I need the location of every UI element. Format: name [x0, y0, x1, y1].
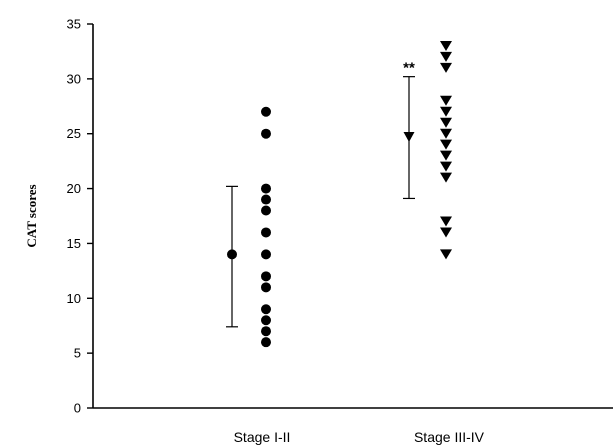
data-point	[440, 216, 452, 227]
data-point	[440, 139, 452, 150]
y-axis-ticks: 0 5 10 15 20 25 30 35	[67, 17, 93, 416]
data-point	[261, 282, 271, 293]
data-point	[440, 128, 452, 139]
significance-annotation: **	[403, 60, 415, 77]
category-label: Stage III-IV	[414, 429, 485, 445]
data-marks: **	[226, 40, 452, 348]
y-tick-label: 10	[67, 291, 81, 306]
data-point	[261, 128, 271, 139]
y-tick-label: 35	[67, 17, 81, 32]
y-axis-label: CAT scores	[24, 184, 39, 247]
data-point	[261, 304, 271, 315]
category-label: Stage I-II	[234, 429, 291, 445]
mean-marker	[227, 249, 237, 260]
data-point	[440, 95, 452, 106]
data-point	[440, 249, 452, 260]
data-point	[440, 172, 452, 183]
category-labels: Stage I-II Stage III-IV	[234, 429, 485, 445]
data-point	[440, 51, 452, 62]
data-point	[261, 249, 271, 260]
data-point	[261, 205, 271, 216]
data-point	[261, 106, 271, 117]
data-point	[440, 40, 452, 51]
data-point	[440, 150, 452, 161]
data-point	[440, 227, 452, 238]
data-point	[261, 337, 271, 348]
data-point	[261, 227, 271, 238]
y-tick-label: 20	[67, 181, 81, 196]
data-point	[261, 326, 271, 337]
data-point	[261, 271, 271, 282]
y-tick-label: 30	[67, 71, 81, 86]
data-point	[440, 117, 452, 128]
data-point	[261, 315, 271, 326]
data-point	[440, 161, 452, 172]
y-tick-label: 0	[74, 401, 81, 416]
data-point	[440, 62, 452, 73]
data-point	[440, 106, 452, 117]
data-point	[261, 183, 271, 194]
data-point	[261, 194, 271, 205]
y-tick-label: 25	[67, 126, 81, 141]
y-tick-label: 15	[67, 236, 81, 251]
y-tick-label: 5	[74, 346, 81, 361]
mean-marker	[403, 132, 415, 143]
